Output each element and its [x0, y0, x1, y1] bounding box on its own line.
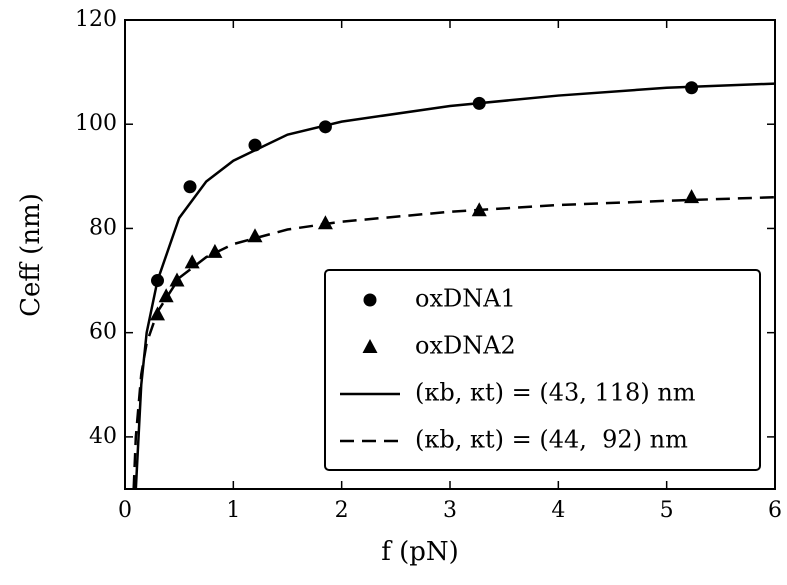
y-tick-label: 40 [89, 424, 117, 449]
x-tick-label: 4 [551, 498, 565, 523]
line [134, 82, 775, 489]
y-axis-label: Ceff (nm) [16, 193, 46, 317]
point [158, 288, 174, 303]
x-tick-label: 1 [226, 498, 240, 523]
x-tick-label: 6 [768, 498, 782, 523]
point [207, 243, 223, 258]
point [183, 180, 197, 194]
point [169, 272, 185, 287]
legend-label: (κb, κt) = (43, 118) nm [415, 379, 696, 407]
point [247, 228, 263, 243]
y-tick-label: 100 [75, 111, 117, 136]
y-tick-label: 120 [75, 7, 117, 32]
y-tick-label: 60 [89, 320, 117, 345]
x-tick-label: 5 [660, 498, 674, 523]
point [684, 189, 700, 204]
plot-frame [124, 19, 776, 490]
legend-label: (κb, κt) = (44, 92) nm [415, 426, 688, 454]
x-tick-label: 0 [118, 498, 132, 523]
x-axis-label: f (pN) [381, 537, 459, 567]
point [184, 254, 200, 269]
legend-box [324, 269, 761, 471]
legend-label: oxDNA2 [415, 332, 516, 360]
x-tick-label: 2 [335, 498, 349, 523]
y-tick-label: 80 [89, 215, 117, 240]
x-tick-label: 3 [443, 498, 457, 523]
point [363, 293, 377, 307]
line [132, 195, 775, 489]
legend-label: oxDNA1 [415, 285, 516, 313]
point [362, 339, 378, 353]
